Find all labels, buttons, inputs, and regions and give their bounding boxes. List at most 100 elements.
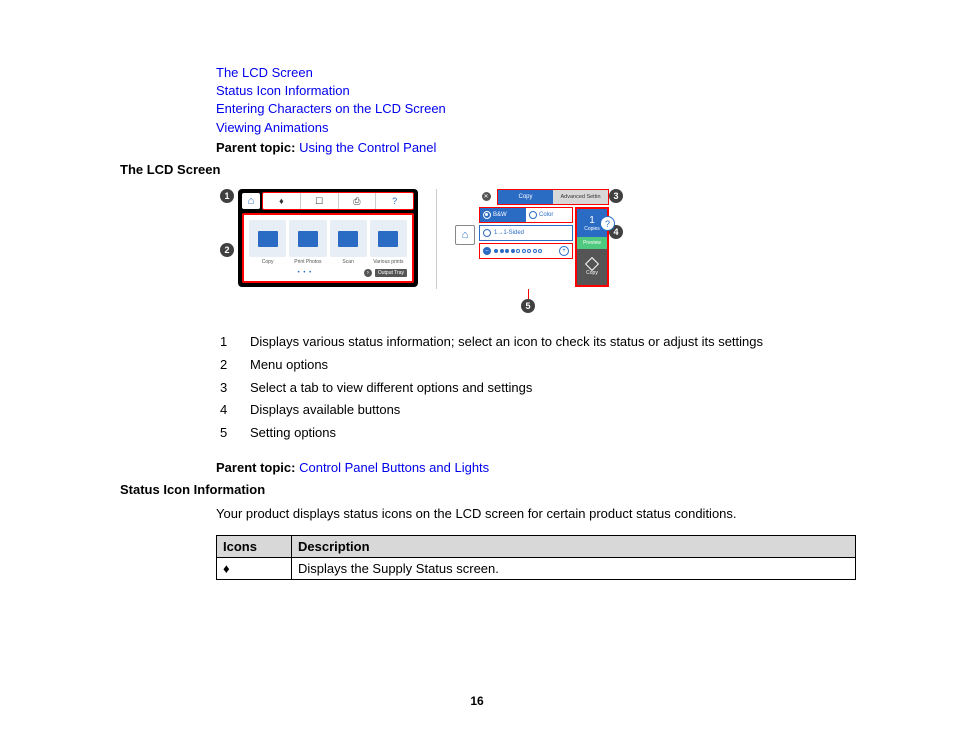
status-ink-icon: ♦ [263, 193, 301, 209]
status-help-icon: ? [376, 193, 413, 209]
color-radio-icon [529, 211, 537, 219]
close-button: ✕ [479, 189, 493, 203]
list-item: 5 Setting options [220, 422, 834, 445]
toc-link-lcd-screen[interactable]: The LCD Screen [216, 64, 834, 82]
left-topbar: ⌂ ♦ ☐ ⎙ ? [242, 193, 414, 209]
toc-link-viewing-animations[interactable]: Viewing Animations [216, 119, 834, 137]
tile-label-various: Various prints [370, 259, 407, 265]
tab-advanced: Advanced Settin [553, 190, 608, 204]
right-screen-group: ⌂ ✕ Copy Advanced Settin B&W Color [455, 189, 623, 287]
cell-icon: ♦ [217, 558, 292, 580]
heading-lcd-screen: The LCD Screen [120, 161, 834, 179]
callout-2: 2 [220, 243, 234, 257]
callout-3: 3 [609, 189, 623, 203]
tile-label-scan: Scan [330, 259, 367, 265]
list-num: 2 [220, 354, 228, 377]
tile-various-prints [370, 220, 407, 257]
list-num: 1 [220, 331, 228, 354]
list-item: 4 Displays available buttons [220, 399, 834, 422]
color-label: Color [539, 212, 553, 218]
bw-label: B&W [493, 212, 507, 218]
right-lcd-screen: ✕ Copy Advanced Settin B&W Color 1→1-Sid… [479, 189, 609, 287]
figure-divider [436, 189, 437, 289]
left-callouts: 1 2 [220, 189, 234, 257]
list-num: 5 [220, 422, 228, 445]
list-num: 3 [220, 377, 228, 400]
list-text: Setting options [250, 422, 336, 445]
intro-text: Your product displays status icons on th… [216, 505, 834, 523]
start-icon [585, 257, 599, 271]
icon-table: Icons Description ♦ Displays the Supply … [216, 535, 856, 580]
page-dots: • • • [249, 270, 361, 276]
menu-panel: Copy Print Photos Scan Various prints • … [242, 213, 414, 283]
copy-start-button: Copy [577, 249, 607, 285]
toc-link-entering-chars[interactable]: Entering Characters on the LCD Screen [216, 100, 834, 118]
sided-icon [483, 229, 491, 237]
sided-row: 1→1-Sided [479, 225, 573, 241]
table-header-row: Icons Description [217, 536, 856, 558]
list-text: Select a tab to view different options a… [250, 377, 532, 400]
parent-topic-2: Parent topic: Control Panel Buttons and … [216, 459, 834, 477]
parent-topic-link-2[interactable]: Control Panel Buttons and Lights [299, 460, 489, 475]
bw-radio-icon [483, 211, 491, 219]
list-text: Menu options [250, 354, 328, 377]
menu-tiles [244, 215, 412, 259]
right-main: B&W Color 1→1-Sided – [479, 207, 573, 287]
tile-copy [249, 220, 286, 257]
left-screen-group: 1 2 ⌂ ♦ ☐ ⎙ ? [220, 189, 418, 287]
page: The LCD Screen Status Icon Information E… [0, 0, 954, 580]
status-printer-icon: ⎙ [339, 193, 377, 209]
list-num: 4 [220, 399, 228, 422]
tile-label-copy: Copy [249, 259, 286, 265]
close-icon: ✕ [482, 192, 491, 201]
page-number: 16 [0, 694, 954, 708]
status-bar: ♦ ☐ ⎙ ? [262, 192, 414, 210]
next-icon: › [364, 269, 372, 277]
parent-topic-link-1[interactable]: Using the Control Panel [299, 140, 436, 155]
cell-description: Displays the Supply Status screen. [292, 558, 856, 580]
callout-5: 5 [521, 299, 535, 313]
parent-topic-label: Parent topic: [216, 460, 295, 475]
left-lcd-screen: ⌂ ♦ ☐ ⎙ ? Copy [238, 189, 418, 287]
toc-link-status-icon[interactable]: Status Icon Information [216, 82, 834, 100]
numbered-list: 1 Displays various status information; se… [220, 331, 834, 445]
color-option: Color [526, 208, 572, 222]
table-row: ♦ Displays the Supply Status screen. [217, 558, 856, 580]
list-text: Displays available buttons [250, 399, 400, 422]
sided-label: 1→1-Sided [494, 230, 524, 236]
density-row: – + [479, 243, 573, 259]
list-item: 2 Menu options [220, 354, 834, 377]
output-tray-chip: Output Tray [375, 269, 407, 277]
list-item: 1 Displays various status information; se… [220, 331, 834, 354]
tab-bar: Copy Advanced Settin [497, 189, 609, 205]
parent-topic-label: Parent topic: [216, 140, 295, 155]
color-mode-row: B&W Color [479, 207, 573, 223]
status-paper-icon: ☐ [301, 193, 339, 209]
parent-topic-1: Parent topic: Using the Control Panel [216, 139, 834, 157]
menu-tile-labels: Copy Print Photos Scan Various prints [244, 259, 412, 267]
bw-option: B&W [480, 208, 526, 222]
menu-bottom-row: • • • › Output Tray [244, 267, 412, 281]
density-dots [494, 249, 556, 253]
plus-icon: + [559, 246, 569, 256]
drop-icon: ♦ [223, 561, 230, 576]
tile-scan [330, 220, 367, 257]
preview-button: Preview [577, 237, 607, 249]
right-body: B&W Color 1→1-Sided – [479, 207, 609, 287]
minus-icon: – [483, 247, 491, 255]
right-callouts: 3 4 [609, 189, 623, 239]
home-button-icon: ⌂ [455, 225, 475, 245]
home-icon: ⌂ [242, 193, 260, 209]
tile-print-photos [289, 220, 326, 257]
heading-status-icon: Status Icon Information [120, 481, 834, 499]
th-description: Description [292, 536, 856, 558]
tab-copy: Copy [498, 190, 553, 204]
callout-1: 1 [220, 189, 234, 203]
toc-links: The LCD Screen Status Icon Information E… [216, 64, 834, 137]
tile-label-print-photos: Print Photos [289, 259, 326, 265]
list-item: 3 Select a tab to view different options … [220, 377, 834, 400]
callout-5-wrap: 5 [521, 289, 535, 313]
lcd-figure: 1 2 ⌂ ♦ ☐ ⎙ ? [220, 189, 834, 289]
th-icons: Icons [217, 536, 292, 558]
list-text: Displays various status information; sel… [250, 331, 763, 354]
